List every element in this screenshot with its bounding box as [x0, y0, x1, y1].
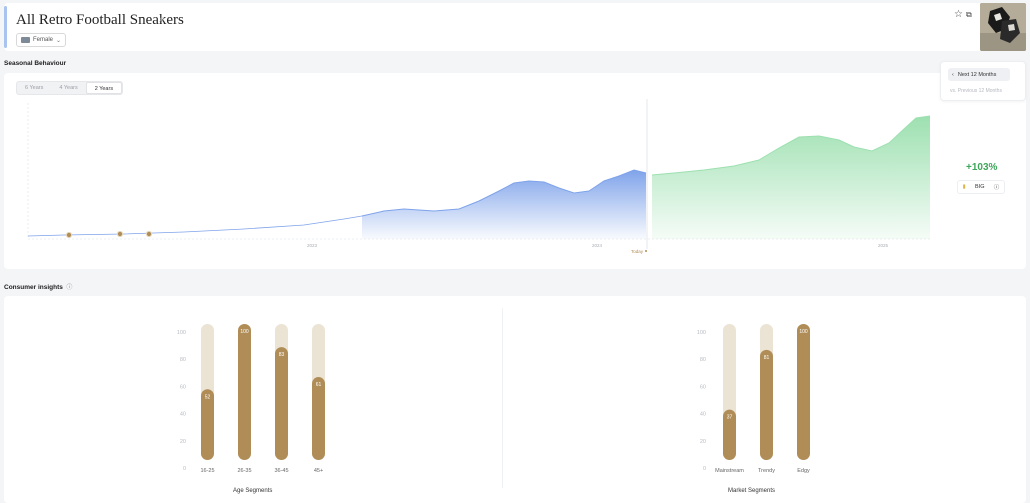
- market-segments-chart: 100 80 60 40 20 0 37 Mainstream 81 Trendy 100 Edgy: [697, 324, 810, 474]
- page-title: All Retro Football Sneakers: [16, 12, 184, 28]
- today-marker: [645, 250, 647, 252]
- y-tick-label: 60: [180, 384, 186, 390]
- market-segments-title: Market Segments: [728, 488, 776, 494]
- insights-card: 100 80 60 40 20 0 52 16-25 100 26-35 83 36-45 61 45+ …: [4, 296, 1026, 503]
- market-bar-value: 100: [799, 329, 808, 335]
- growth-value: +103%: [966, 162, 998, 173]
- metric-toggle[interactable]: ▮ BIG ⓘ: [957, 180, 1005, 194]
- gender-dropdown[interactable]: Female ⌄: [16, 33, 67, 47]
- market-bar: [760, 349, 773, 460]
- search-icon[interactable]: ⌕: [159, 14, 165, 25]
- gender-dropdown-label: Female: [33, 37, 54, 43]
- age-bar-value: 61: [316, 382, 322, 388]
- x-label-2025: 2025: [878, 243, 889, 248]
- insights-section-label: Consumer insights: [4, 284, 63, 291]
- age-segments-chart: 100 80 60 40 20 0 52 16-25 100 26-35 83 36-45 61 45+: [177, 324, 325, 474]
- chevron-down-icon: ⌄: [56, 37, 62, 44]
- y-tick-label: 100: [697, 330, 706, 336]
- accent-bar: [4, 6, 7, 48]
- age-bar-value: 100: [240, 329, 249, 335]
- age-bar: [275, 347, 288, 460]
- x-label-2024: 2024: [592, 243, 603, 248]
- y-tick-label: 80: [700, 357, 706, 363]
- gender-swatch: [21, 37, 30, 43]
- insights-section-title: Consumer insights ⓘ: [4, 282, 72, 291]
- market-bar: [723, 409, 736, 460]
- y-tick-label: 20: [700, 439, 706, 445]
- event-marker: [145, 230, 153, 238]
- seasonal-card: 6 Years 4 Years 2 Years: [4, 61, 1026, 269]
- market-bar-value: 37: [727, 415, 733, 421]
- age-bar: [201, 389, 214, 460]
- age-category-label: 45+: [314, 468, 323, 474]
- copy-icon[interactable]: ⧉: [966, 10, 972, 19]
- y-tick-label: 80: [180, 357, 186, 363]
- product-thumbnail: [980, 3, 1026, 51]
- period-tabs: 6 Years 4 Years 2 Years: [16, 81, 124, 95]
- y-tick-label: 60: [700, 384, 706, 390]
- forecast-area: [652, 116, 930, 239]
- bar-chart-icon: ▮: [962, 184, 966, 190]
- chevron-left-icon: ‹: [952, 71, 954, 78]
- age-category-label: 16-25: [200, 468, 214, 474]
- y-tick-label: 20: [180, 439, 186, 445]
- history-area: [362, 170, 646, 239]
- tab-2-years[interactable]: 2 Years: [85, 82, 123, 94]
- y-tick-label: 0: [703, 466, 706, 472]
- market-category-label: Mainstream: [715, 468, 744, 474]
- forecast-area-top: [651, 115, 931, 176]
- seasonal-chart: [27, 99, 932, 252]
- x-label-2023: 2023: [307, 243, 318, 248]
- y-tick-label: 0: [183, 466, 186, 472]
- age-category-label: 36-45: [274, 468, 288, 474]
- market-bar: [797, 324, 810, 460]
- segment-divider: [502, 308, 503, 488]
- age-bar-value: 83: [279, 352, 285, 358]
- info-icon[interactable]: ⓘ: [64, 285, 73, 291]
- star-icon[interactable]: ☆: [954, 9, 963, 20]
- age-category-label: 26-35: [237, 468, 251, 474]
- history-line: [27, 215, 363, 237]
- comparison-box: ‹ Next 12 Months vs. Previous 12 Months: [940, 61, 1026, 101]
- history-area-top: [361, 169, 647, 217]
- market-category-label: Trendy: [758, 468, 775, 474]
- y-tick-label: 40: [700, 412, 706, 418]
- next-12-months-button[interactable]: ‹ Next 12 Months: [948, 68, 1010, 81]
- event-marker: [116, 230, 124, 238]
- event-marker: [65, 231, 73, 239]
- tab-6-years[interactable]: 6 Years: [25, 85, 44, 91]
- next-12-months-label: Next 12 Months: [957, 71, 997, 78]
- product-header: All Retro Football Sneakers ⌕ Female ⌄ ☆…: [4, 3, 1026, 51]
- info-icon[interactable]: ⓘ: [993, 185, 1000, 191]
- y-tick-label: 100: [177, 330, 186, 336]
- age-bar: [238, 324, 251, 460]
- y-tick-label: 40: [180, 412, 186, 418]
- age-segments-title: Age Segments: [233, 488, 273, 494]
- metric-label: BIG: [975, 184, 985, 190]
- today-label: Today: [631, 249, 644, 254]
- age-bar-value: 52: [205, 394, 211, 400]
- vs-previous-label: vs. Previous 12 Months: [950, 88, 1002, 94]
- seasonal-section-title: Seasonal Behaviour: [4, 60, 67, 67]
- tab-4-years[interactable]: 4 Years: [59, 85, 78, 91]
- market-bar-value: 81: [764, 355, 770, 361]
- market-category-label: Edgy: [797, 468, 810, 474]
- age-bar: [312, 377, 325, 460]
